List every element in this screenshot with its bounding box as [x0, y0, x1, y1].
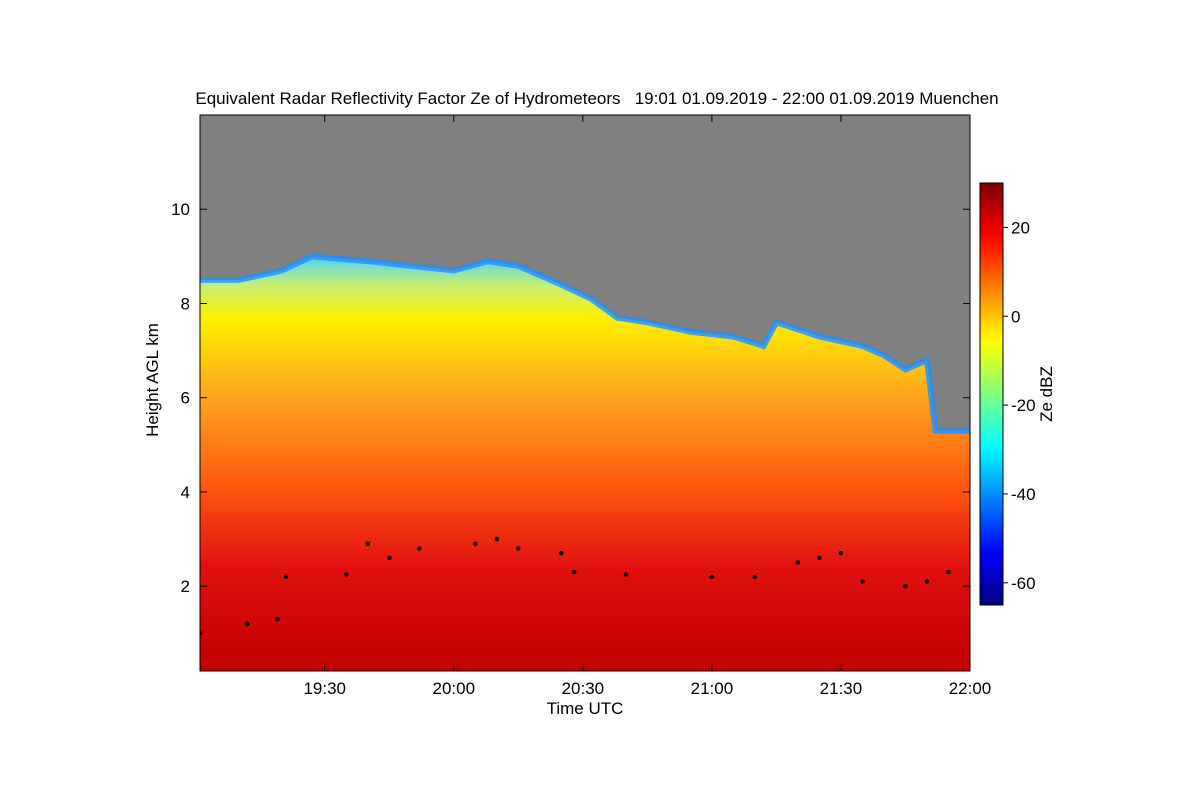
x-tick-label-2: 20:30 — [562, 679, 605, 698]
x-axis: 19:30 20:00 20:30 21:00 21:30 22:00 — [303, 115, 991, 698]
cloud-base-point-10 — [516, 546, 521, 551]
x-tick-label-4: 21:30 — [820, 679, 863, 698]
y-axis: 2 4 6 8 10 — [171, 200, 970, 596]
colorbar-ticks: -60 -40 -20 0 20 — [1003, 218, 1036, 593]
y-axis-label: Height AGL km — [143, 323, 162, 437]
cloud-base-point-19 — [860, 579, 865, 584]
cloud-base-point-9 — [494, 536, 499, 542]
plot-frame — [199, 114, 971, 672]
cloud-base-point-18 — [838, 551, 844, 556]
cloud-base-point-4 — [344, 572, 349, 577]
reflectivity-field — [200, 256, 970, 671]
echo-top-edge — [200, 253, 970, 434]
cloud-base-point-13 — [623, 572, 629, 577]
cloud-base-point-17 — [817, 555, 822, 561]
cloud-base-point-7 — [417, 546, 422, 551]
x-tick-label-3: 21:00 — [691, 679, 734, 698]
cloud-base-point-1 — [245, 621, 250, 627]
chart-title: Equivalent Radar Reflectivity Factor Ze … — [195, 89, 998, 108]
colorbar-tick-label-4: 20 — [1011, 218, 1030, 237]
colorbar — [979, 182, 1004, 606]
cloud-base-point-8 — [473, 541, 478, 546]
y-tick-label-2: 6 — [181, 389, 190, 408]
cloud-base-point-22 — [946, 569, 951, 575]
cloud-base-point-11 — [559, 551, 564, 556]
cloud-base-point-21 — [924, 579, 930, 584]
cloud-base-markers — [200, 536, 951, 636]
colorbar-label: Ze dBZ — [1037, 366, 1056, 422]
colorbar-tick-label-0: -60 — [1011, 574, 1036, 593]
cloud-base-point-16 — [795, 560, 801, 565]
cloud-base-point-12 — [572, 569, 577, 575]
colorbar-tick-label-2: -20 — [1011, 396, 1036, 415]
colorbar-tick-label-3: 0 — [1011, 307, 1020, 326]
y-tick-label-1: 4 — [181, 483, 190, 502]
cloud-base-point-2 — [275, 617, 280, 622]
cloud-base-point-6 — [387, 555, 392, 561]
colorbar-tick-label-1: -40 — [1011, 485, 1036, 504]
plot-area — [200, 115, 970, 671]
x-tick-label-1: 20:00 — [433, 679, 476, 698]
x-tick-label-0: 19:30 — [303, 679, 346, 698]
y-tick-label-4: 10 — [171, 200, 190, 219]
cloud-base-point-15 — [752, 574, 758, 579]
y-tick-label-3: 8 — [181, 294, 190, 313]
cloud-base-point-14 — [709, 574, 715, 579]
cloud-base-point-0 — [200, 631, 203, 636]
x-axis-label: Time UTC — [547, 699, 624, 718]
cloud-base-point-20 — [903, 584, 908, 589]
y-tick-label-0: 2 — [181, 577, 190, 596]
cloud-base-point-3 — [283, 574, 289, 579]
cloud-base-point-5 — [365, 541, 370, 546]
x-tick-label-5: 22:00 — [949, 679, 992, 698]
